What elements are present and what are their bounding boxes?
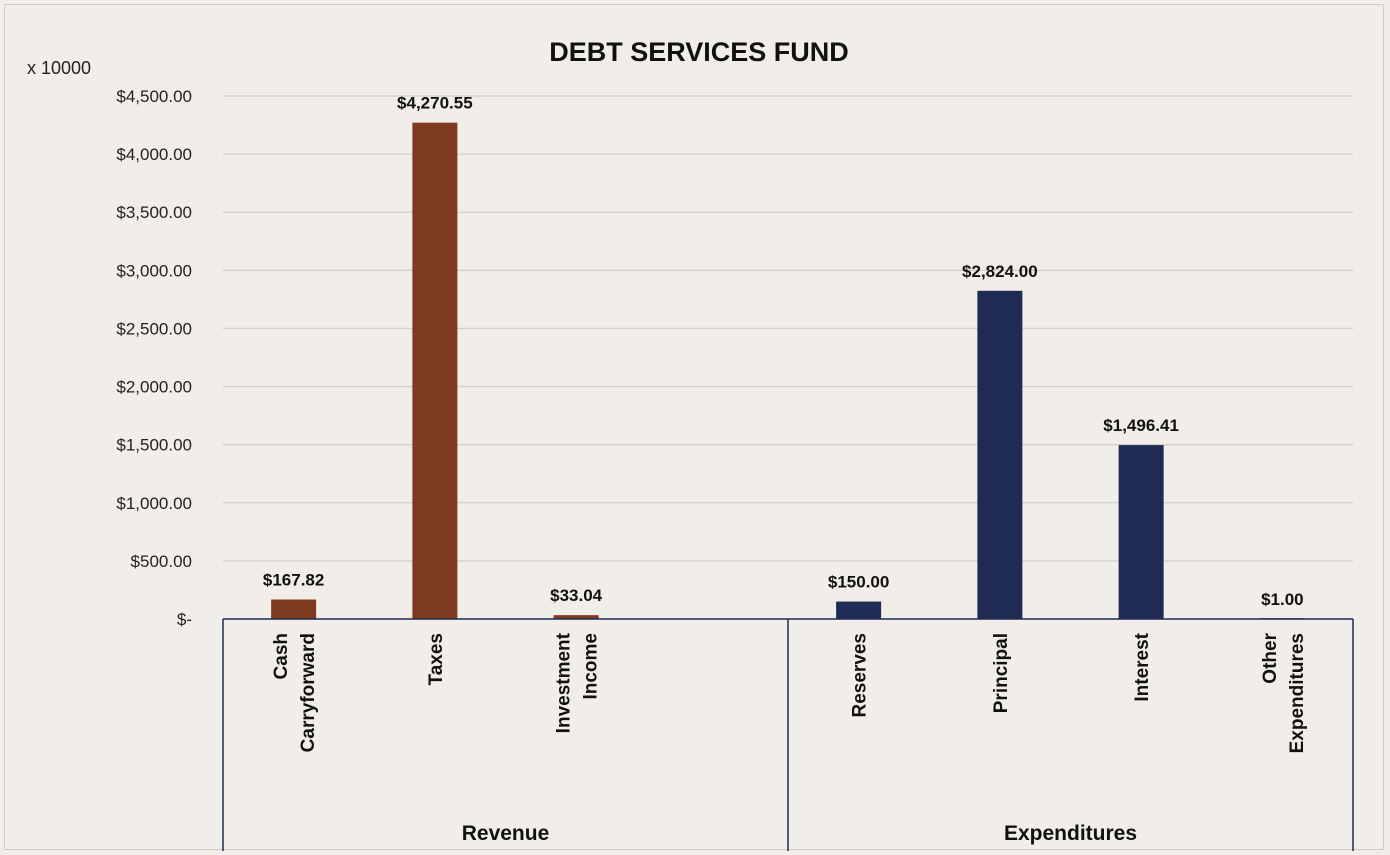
category-label-line: Investment: [554, 632, 575, 733]
category-label: Interest: [1132, 632, 1153, 701]
y-tick-label: $2,500.00: [116, 319, 192, 338]
data-labels: $167.82 $4,270.55 $33.04 $150.00 $2,824.00 $1…: [263, 94, 1304, 609]
category-label: Investment Income: [554, 632, 602, 733]
y-tick-label: $4,500.00: [116, 87, 192, 106]
category-label-line: Other: [1260, 632, 1281, 683]
category-label-line: Taxes: [426, 633, 447, 685]
category-label: Other Expenditures: [1260, 632, 1308, 753]
x-axis: Cash Carryforward Taxes Investment Income Res…: [222, 618, 1354, 851]
bar-chart: DEBT SERVICES FUND x 10000 $- $500.00 $1,0…: [27, 37, 1354, 851]
bars: [271, 122, 1305, 620]
category-label-line: Income: [581, 633, 602, 700]
category-label: Taxes: [426, 633, 447, 685]
y-tick-label: $3,500.00: [116, 203, 192, 222]
category-label: Principal: [991, 633, 1012, 713]
category-label-line: Carryforward: [298, 633, 319, 752]
group-label: Revenue: [462, 822, 550, 845]
bar: [977, 290, 1023, 619]
bar: [271, 599, 317, 619]
data-label: $4,270.55: [397, 94, 473, 113]
gridlines: [223, 95, 1353, 562]
bar: [412, 122, 458, 620]
category-label-line: Expenditures: [1287, 633, 1308, 753]
y-axis-unit-note: x 10000: [27, 58, 91, 78]
y-tick-label: $1,500.00: [116, 436, 192, 455]
category-label: Cash Carryforward: [271, 633, 319, 752]
data-label: $1,496.41: [1103, 416, 1179, 435]
data-label: $150.00: [828, 573, 889, 592]
category-label-line: Cash: [271, 633, 292, 679]
category-label-line: Interest: [1132, 632, 1153, 701]
data-label: $1.00: [1261, 590, 1304, 609]
bar: [836, 601, 882, 619]
category-label: Reserves: [850, 633, 871, 718]
y-tick-label: $500.00: [131, 552, 192, 571]
bar: [553, 615, 599, 619]
category-label-line: Principal: [991, 633, 1012, 713]
y-axis-ticks: $- $500.00 $1,000.00 $1,500.00 $2,000.00 $2,5…: [116, 87, 192, 629]
category-label-line: Reserves: [850, 633, 871, 718]
chart-title: DEBT SERVICES FUND: [549, 37, 849, 67]
chart-frame: DEBT SERVICES FUND x 10000 $- $500.00 $1,0…: [4, 4, 1384, 851]
y-tick-label: $-: [177, 610, 192, 629]
y-tick-label: $3,000.00: [116, 261, 192, 280]
group-label: Expenditures: [1004, 822, 1137, 845]
data-label: $33.04: [550, 586, 603, 605]
y-tick-label: $1,000.00: [116, 494, 192, 513]
y-tick-label: $4,000.00: [116, 145, 192, 164]
y-tick-label: $2,000.00: [116, 378, 192, 397]
data-label: $167.82: [263, 570, 324, 589]
data-label: $2,824.00: [962, 262, 1038, 281]
bar: [1118, 445, 1164, 619]
